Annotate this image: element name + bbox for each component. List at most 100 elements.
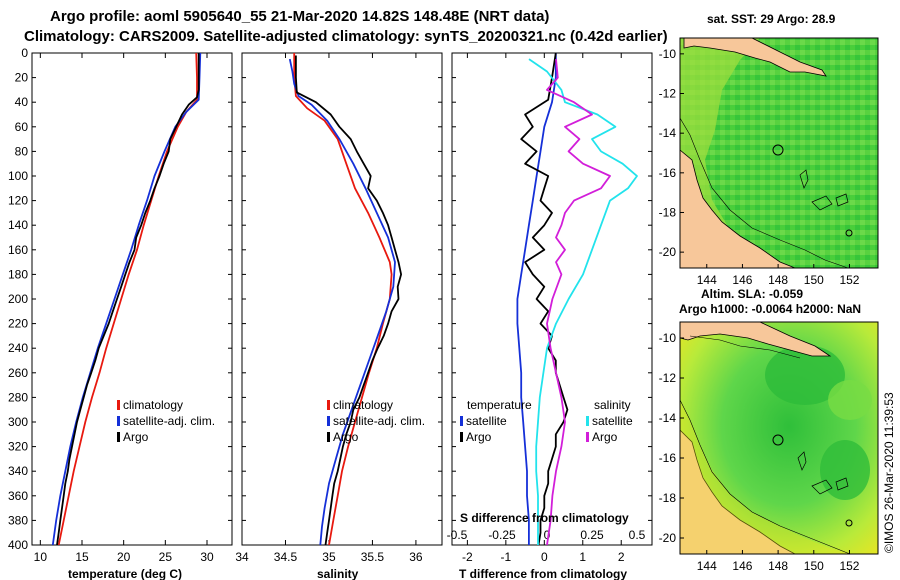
x-tick-label: 10 xyxy=(34,550,48,564)
x-tick-label: 2 xyxy=(618,550,625,564)
sst-reef-3 xyxy=(835,193,849,207)
legend-label-satellite: satellite-adj. clim. xyxy=(333,414,425,428)
sla-land-png xyxy=(680,322,832,357)
salinity-x-axis: 34 34.5 35 35.5 36 xyxy=(235,53,423,564)
legend-swatch-argo xyxy=(117,432,120,442)
x-tick-label: 34.5 xyxy=(274,550,298,564)
difference-top-xlabel: S difference from climatology xyxy=(460,511,629,525)
legend-swatch-satellite xyxy=(327,416,330,426)
map-y-tick-label: -12 xyxy=(659,87,677,101)
legend-swatch-argo xyxy=(327,432,330,442)
depth-tick-label: 220 xyxy=(8,317,28,331)
sla-map-axes: 144 146 148 150 152 -10 -12 -14 -16 -18 -20 xyxy=(659,331,860,573)
depth-tick-label: 280 xyxy=(8,390,28,404)
x-tick-label: 25 xyxy=(159,550,173,564)
header-line2: Climatology: CARS2009. Satellite-adjuste… xyxy=(24,28,668,45)
map-y-tick-label: -12 xyxy=(659,371,677,385)
sst-map-title: sat. SST: 29 Argo: 28.9 xyxy=(707,12,836,26)
sla-extra-marker xyxy=(845,519,853,527)
difference-xlabel: T difference from climatology xyxy=(459,567,627,580)
map-y-tick-label: -10 xyxy=(659,331,677,345)
map-y-tick-label: -14 xyxy=(659,126,677,140)
sla-low-1 xyxy=(765,345,845,405)
map-x-tick-label: 152 xyxy=(839,559,859,573)
map-x-tick-label: 148 xyxy=(768,559,788,573)
difference-legend: temperature satellite Argo salinity sate… xyxy=(460,398,633,444)
sla-land-australia xyxy=(680,429,796,554)
sst-argo-marker xyxy=(772,144,784,156)
sla-argo-marker xyxy=(772,434,784,446)
temperature-x-axis: 10 15 20 25 30 xyxy=(34,53,214,564)
depth-tick-label: 160 xyxy=(8,243,28,257)
legend-label-t-satellite: satellite xyxy=(466,414,507,428)
legend-swatch-climatology xyxy=(117,400,120,410)
depth-axis: 0 20 40 60 80 100 120 140 160 180 200 220 240 260 280 3… xyxy=(8,46,652,552)
sst-map-axes: 144 146 148 150 152 -10 -12 -14 -16 -18 -20 xyxy=(659,47,860,287)
series-line-satellite-adj-clim- xyxy=(288,58,396,545)
x-tick-label: 35 xyxy=(322,550,336,564)
legend-swatch-satellite xyxy=(117,416,120,426)
legend-label-climatology: climatology xyxy=(333,398,393,412)
sst-reef-2 xyxy=(811,195,833,211)
legend-swatch-t-satellite xyxy=(460,416,463,426)
legend-title-temperature: temperature xyxy=(467,398,532,412)
depth-tick-label: 100 xyxy=(8,169,28,183)
depth-tick-label: 300 xyxy=(8,415,28,429)
depth-tick-label: 0 xyxy=(21,46,28,60)
depth-tick-label: 320 xyxy=(8,440,28,454)
map-y-tick-label: -20 xyxy=(659,245,677,259)
salinity-legend: climatology satellite-adj. clim. Argo xyxy=(327,398,425,444)
sst-map xyxy=(680,38,878,268)
series-line-s-argo xyxy=(546,59,611,545)
top-x-tick-label: -0.25 xyxy=(488,528,516,542)
temperature-legend: climatology satellite-adj. clim. Argo xyxy=(117,398,215,444)
map-x-tick-label: 146 xyxy=(732,273,752,287)
sst-shelf-contour xyxy=(680,117,849,268)
legend-label-t-argo: Argo xyxy=(466,430,492,444)
x-tick-label: -1 xyxy=(501,550,512,564)
difference-x-axis: -2 -1 0 1 2 xyxy=(462,53,625,564)
legend-title-salinity: salinity xyxy=(594,398,631,412)
map-x-tick-label: 146 xyxy=(732,559,752,573)
watermark: ©IMOS 26-Mar-2020 11:39:53 xyxy=(882,392,896,553)
legend-label-climatology: climatology xyxy=(123,398,183,412)
header-line1: Argo profile: aoml 5905640_55 21-Mar-202… xyxy=(50,8,549,25)
sla-map-title1: Altim. SLA: -0.059 xyxy=(701,287,803,301)
sla-map-frame xyxy=(679,321,879,555)
x-tick-label: 30 xyxy=(200,550,214,564)
sst-land-australia xyxy=(680,149,796,268)
depth-tick-label: 240 xyxy=(8,341,28,355)
depth-tick-label: 260 xyxy=(8,366,28,380)
x-tick-label: 1 xyxy=(579,550,586,564)
legend-label-argo: Argo xyxy=(123,430,149,444)
depth-tick-label: 60 xyxy=(15,120,29,134)
depth-tick-label: 140 xyxy=(8,218,28,232)
map-x-tick-label: 144 xyxy=(697,273,717,287)
depth-tick-label: 380 xyxy=(8,513,28,527)
sla-shelf-contour xyxy=(680,399,851,554)
map-y-tick-label: -16 xyxy=(659,166,677,180)
map-y-tick-label: -16 xyxy=(659,451,677,465)
sla-reef-2 xyxy=(811,479,833,495)
series-line-t-satellite xyxy=(516,53,557,545)
sla-low-2 xyxy=(820,440,870,500)
top-x-tick-label: 0 xyxy=(544,528,551,542)
sla-reef-1 xyxy=(797,451,807,471)
depth-tick-label: 80 xyxy=(15,144,29,158)
series-line-argo xyxy=(56,53,200,545)
salinity-panel xyxy=(241,52,443,546)
legend-label-s-argo: Argo xyxy=(592,430,618,444)
temperature-lines xyxy=(51,53,202,545)
x-tick-label: 0 xyxy=(541,550,548,564)
map-y-tick-label: -20 xyxy=(659,531,677,545)
map-y-tick-label: -18 xyxy=(659,491,677,505)
depth-tick-label: 20 xyxy=(15,71,29,85)
series-line-satellite-adj-clim- xyxy=(51,53,202,545)
map-x-tick-label: 150 xyxy=(804,273,824,287)
difference-lines xyxy=(516,53,638,545)
x-tick-label: 15 xyxy=(75,550,89,564)
salinity-lines xyxy=(288,53,402,545)
top-x-tick-label: -0.5 xyxy=(447,528,468,542)
map-y-tick-label: -18 xyxy=(659,205,677,219)
series-line-s-satellite xyxy=(528,58,638,545)
